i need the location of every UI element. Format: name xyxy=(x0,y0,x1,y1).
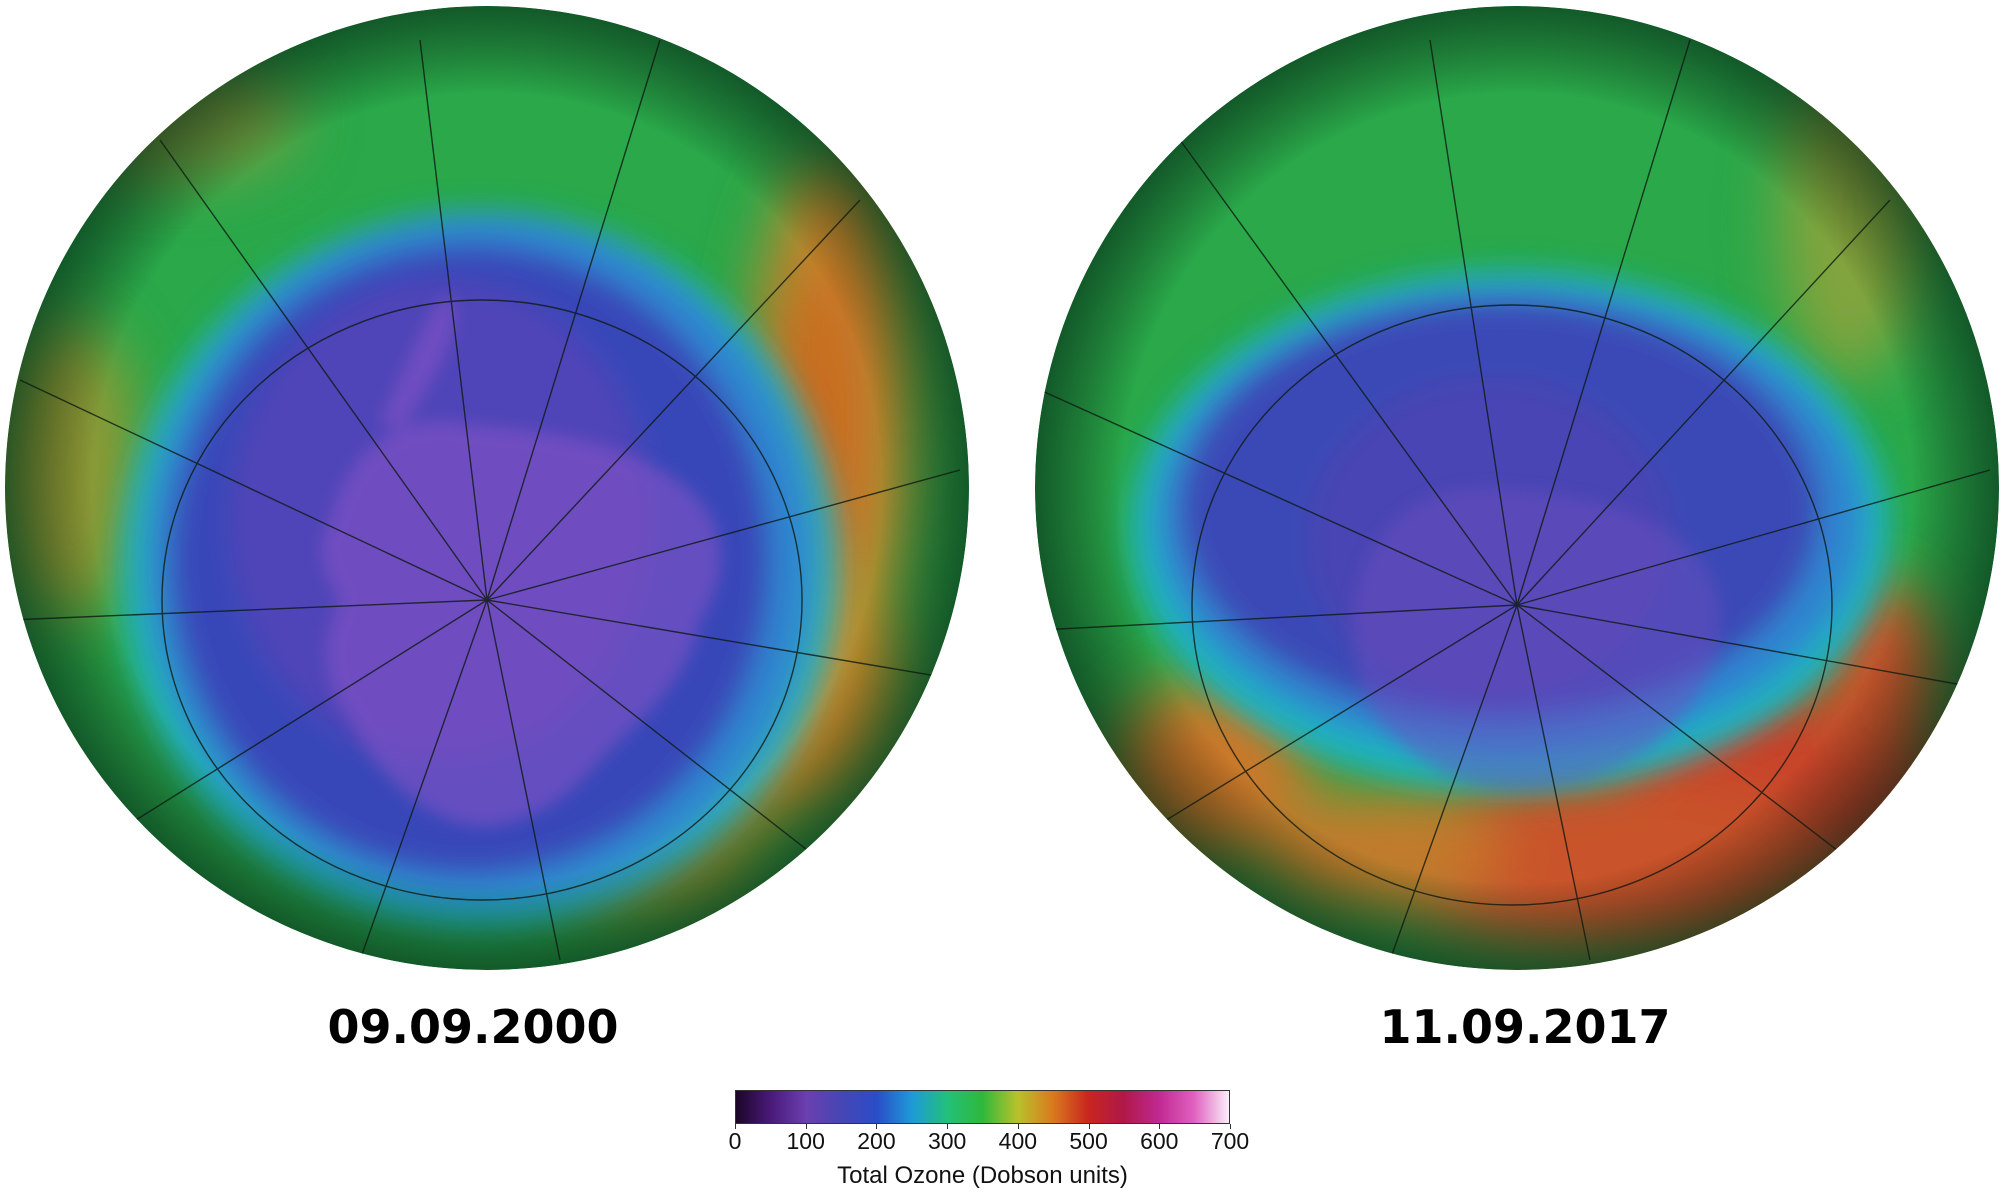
colorbar-tick-label: 100 xyxy=(786,1128,825,1154)
date-label-2000: 09.09.2000 xyxy=(327,1000,619,1054)
colorbar-tick-label: 300 xyxy=(927,1128,967,1154)
colorbar-tick-label: 400 xyxy=(998,1128,1038,1154)
colorbar-tickmark xyxy=(876,1124,878,1129)
ozone-map-2000 xyxy=(5,6,969,970)
colorbar-tick-label: 600 xyxy=(1140,1128,1179,1154)
colorbar-tickmark xyxy=(1017,1124,1019,1129)
colorbar-tick-label: 700 xyxy=(1210,1128,1250,1154)
colorbar-tickmark xyxy=(947,1124,949,1129)
colorbar-tick-label: 0 xyxy=(728,1128,742,1154)
colorbar-tick-label: 200 xyxy=(857,1128,896,1154)
colorbar-tickmark xyxy=(805,1124,807,1129)
colorbar-tickmark xyxy=(1088,1124,1090,1129)
date-label-2017: 11.09.2017 xyxy=(1379,1000,1671,1054)
colorbar-tick-label: 500 xyxy=(1069,1128,1108,1154)
ozone-map-2017 xyxy=(1035,6,1999,970)
colorbar-title: Total Ozone (Dobson units) xyxy=(837,1162,1128,1189)
colorbar-tickmark xyxy=(1159,1124,1161,1129)
colorbar-tickmark xyxy=(1230,1124,1231,1129)
ozone-colorbar xyxy=(735,1090,1230,1124)
colorbar-tickmark xyxy=(735,1124,736,1129)
